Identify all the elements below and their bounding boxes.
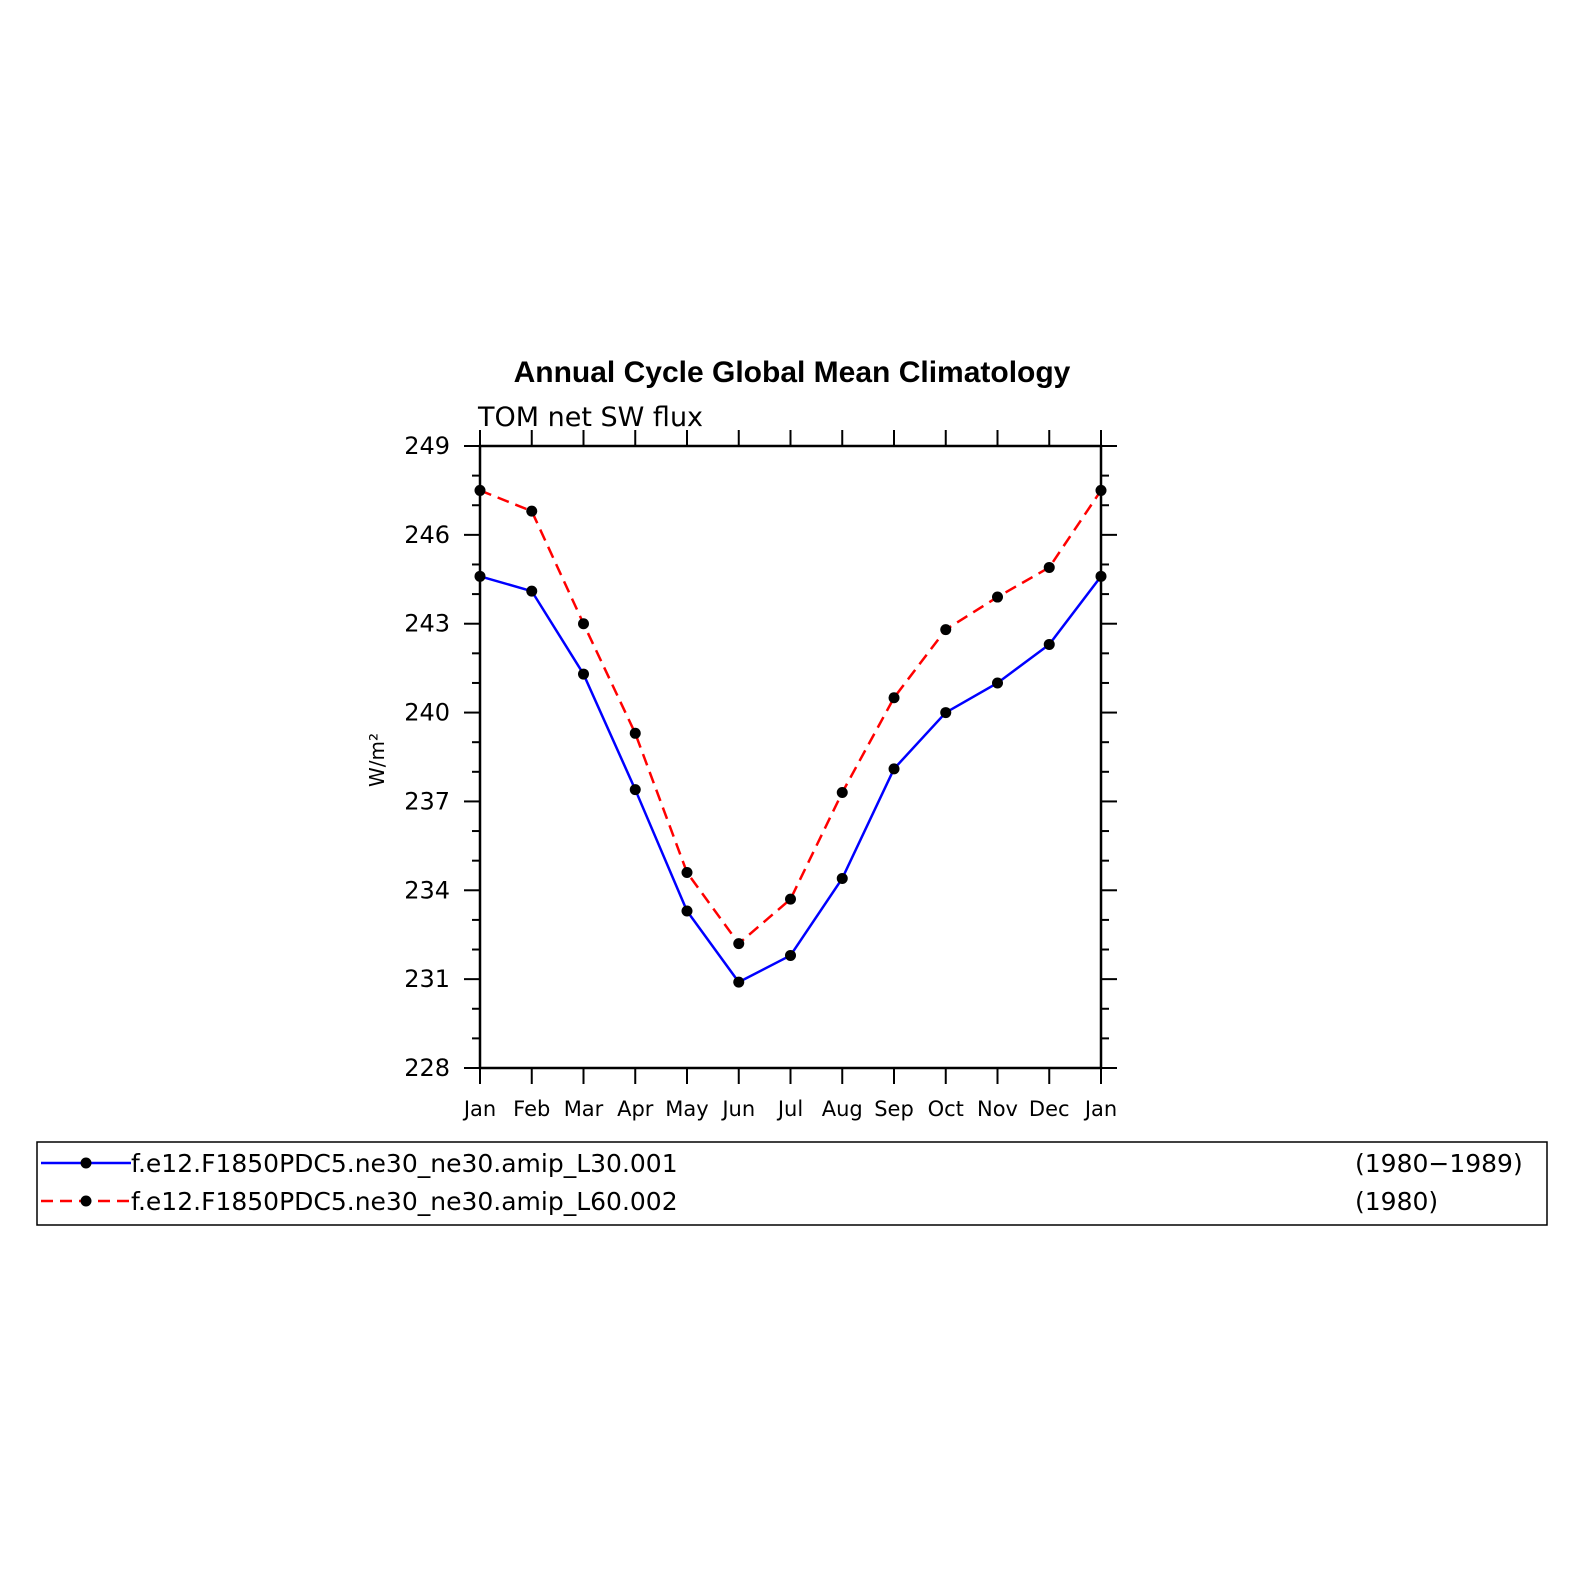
data-point	[681, 905, 693, 917]
legend-period: (1980−1989)	[1355, 1149, 1523, 1178]
legend-label: f.e12.F1850PDC5.ne30_ne30.amip_L60.002	[131, 1187, 678, 1216]
data-point	[733, 938, 745, 950]
y-tick-label: 237	[404, 787, 450, 815]
data-point	[1095, 570, 1107, 582]
data-point	[836, 787, 848, 799]
data-point	[992, 591, 1003, 603]
y-tick-label: 249	[404, 432, 450, 460]
y-tick-labels: 249 246 243 240 237 234 231 228	[404, 432, 450, 1082]
x-tick-label: Nov	[977, 1097, 1018, 1121]
series-lines	[479, 489, 1103, 984]
legend-marker	[80, 1195, 92, 1207]
data-point	[1043, 638, 1055, 650]
x-tick-label: Dec	[1029, 1097, 1070, 1121]
y-axis-label: W/m²	[365, 733, 389, 787]
x-tick-label: May	[665, 1097, 708, 1121]
series-line-1	[479, 575, 1102, 984]
series-points	[474, 484, 1107, 988]
data-point	[629, 727, 641, 739]
x-tick-label: Jan	[462, 1097, 496, 1121]
y-tick-label: 243	[404, 610, 450, 638]
data-point	[474, 484, 486, 496]
data-point	[578, 618, 589, 630]
legend-marker	[80, 1157, 92, 1169]
x-tick-label: Jan	[1083, 1097, 1117, 1121]
data-point	[526, 585, 538, 597]
data-point	[888, 692, 900, 704]
y-tick-label: 231	[404, 965, 450, 993]
legend: f.e12.F1850PDC5.ne30_ne30.amip_L30.001 (1…	[41, 1149, 1523, 1216]
data-point	[992, 677, 1003, 689]
x-tick-label: Aug	[822, 1097, 863, 1121]
data-point	[940, 707, 952, 719]
x-tick-label: Feb	[513, 1097, 550, 1121]
legend-box	[36, 1141, 1548, 1226]
axis-ticks	[464, 430, 1117, 1084]
x-tick-label: Jul	[776, 1097, 803, 1121]
x-tick-label: Jun	[720, 1097, 755, 1121]
plot-frame	[478, 444, 1103, 1070]
x-tick-label: Mar	[564, 1097, 604, 1121]
data-point	[578, 668, 589, 680]
data-point	[733, 976, 745, 988]
data-point	[526, 505, 538, 517]
data-point	[1043, 561, 1055, 573]
x-tick-label: Apr	[617, 1097, 654, 1121]
x-tick-labels: Jan Feb Mar Apr May Jun Jul Aug Sep Oct Nov Dec Jan	[462, 1097, 1117, 1121]
data-point	[785, 893, 796, 905]
y-tick-label: 246	[404, 521, 450, 549]
y-tick-label: 228	[404, 1054, 450, 1082]
data-point	[940, 624, 952, 636]
series-line-2	[479, 489, 1103, 946]
data-point	[836, 872, 848, 884]
data-point	[1095, 484, 1107, 496]
legend-period: (1980)	[1355, 1187, 1438, 1216]
legend-label: f.e12.F1850PDC5.ne30_ne30.amip_L30.001	[131, 1149, 678, 1178]
data-point	[785, 949, 796, 961]
x-tick-label: Sep	[874, 1097, 914, 1121]
data-point	[681, 867, 693, 879]
y-tick-label: 240	[404, 699, 450, 727]
data-point	[474, 570, 486, 582]
y-tick-label: 234	[404, 876, 450, 904]
chart-subtitle: TOM net SW flux	[477, 402, 703, 433]
data-point	[629, 784, 641, 796]
chart-title: Annual Cycle Global Mean Climatology	[514, 356, 1071, 389]
x-tick-label: Oct	[928, 1097, 964, 1121]
data-point	[888, 763, 900, 775]
